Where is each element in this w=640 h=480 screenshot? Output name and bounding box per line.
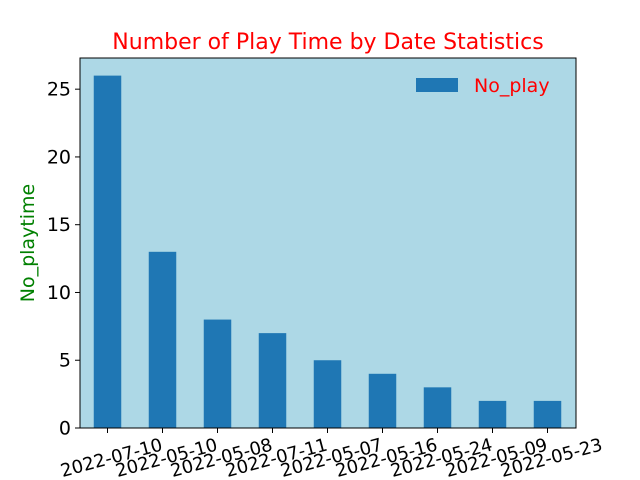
bar-2022-05-07 xyxy=(313,360,342,428)
legend-swatch xyxy=(416,78,458,92)
x-axis: 2022-07-102022-05-102022-05-082022-07-11… xyxy=(58,428,605,480)
bar-2022-05-16 xyxy=(368,373,397,428)
y-axis: 0 5 10 15 20 25 xyxy=(47,79,80,440)
plot-frame xyxy=(79,57,577,429)
y-tick-label-10: 10 xyxy=(47,282,71,304)
bar-2022-05-08 xyxy=(203,319,232,428)
y-axis-label: No_playtime xyxy=(17,184,39,303)
y-tick-label-5: 5 xyxy=(59,350,71,372)
x-tick-label-2022-05-23: 2022-05-23 xyxy=(498,435,604,480)
legend-label: No_play xyxy=(474,75,550,97)
bar-2022-07-11 xyxy=(258,333,287,428)
bars-group xyxy=(93,75,562,428)
y-tick-label-0: 0 xyxy=(59,418,71,440)
bar-2022-05-10 xyxy=(148,251,177,428)
bar-2022-05-09 xyxy=(478,400,507,428)
bar-2022-07-10 xyxy=(93,75,122,428)
y-tick-label-15: 15 xyxy=(47,214,71,236)
y-tick-label-20: 20 xyxy=(47,146,71,168)
chart-title: Number of Play Time by Date Statistics xyxy=(112,30,543,55)
y-tick-label-25: 25 xyxy=(47,79,71,101)
legend: No_play xyxy=(416,75,550,97)
bar-2022-05-23 xyxy=(533,400,562,428)
bar-2022-05-24 xyxy=(423,387,452,428)
